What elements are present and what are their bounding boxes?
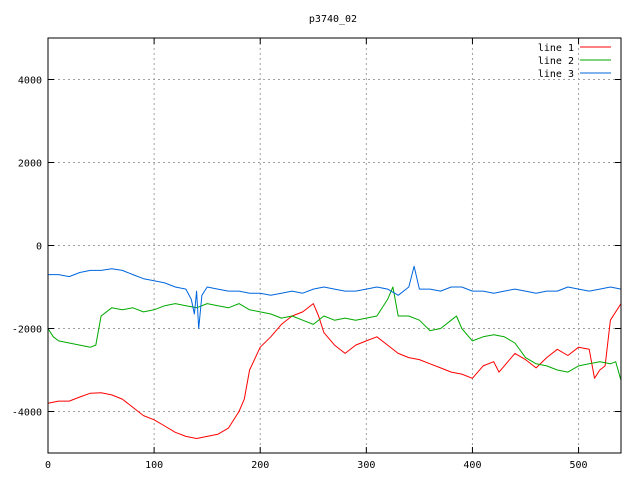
chart-title: p3740_02 [309, 14, 357, 25]
series-line-2 [47, 286, 622, 381]
x-tick-label: 300 [357, 460, 375, 471]
x-tick-label: 100 [145, 460, 163, 471]
y-tick-label: 0 [36, 242, 42, 253]
series-line-1 [47, 303, 622, 439]
x-tick-label: 500 [570, 460, 588, 471]
grid [48, 38, 621, 453]
x-tick-label: 200 [251, 460, 269, 471]
series-group [47, 265, 622, 439]
y-tick-label: 2000 [18, 159, 42, 170]
y-tick-label: 4000 [18, 76, 42, 87]
legend-label-3: line 3 [538, 69, 574, 80]
x-tick-label: 400 [463, 460, 481, 471]
x-tick-label: 0 [45, 460, 51, 471]
y-tick-label: -4000 [12, 408, 42, 419]
legend-label-2: line 2 [538, 56, 574, 67]
axis-ticks: 0 100 200 300 400 500 -4000 -2000 0 2000 4000 [12, 38, 621, 471]
legend-label-1: line 1 [538, 43, 574, 54]
legend: line 1 line 2 line 3 [538, 43, 611, 80]
series-line-3 [48, 265, 622, 329]
y-tick-label: -2000 [12, 325, 42, 336]
